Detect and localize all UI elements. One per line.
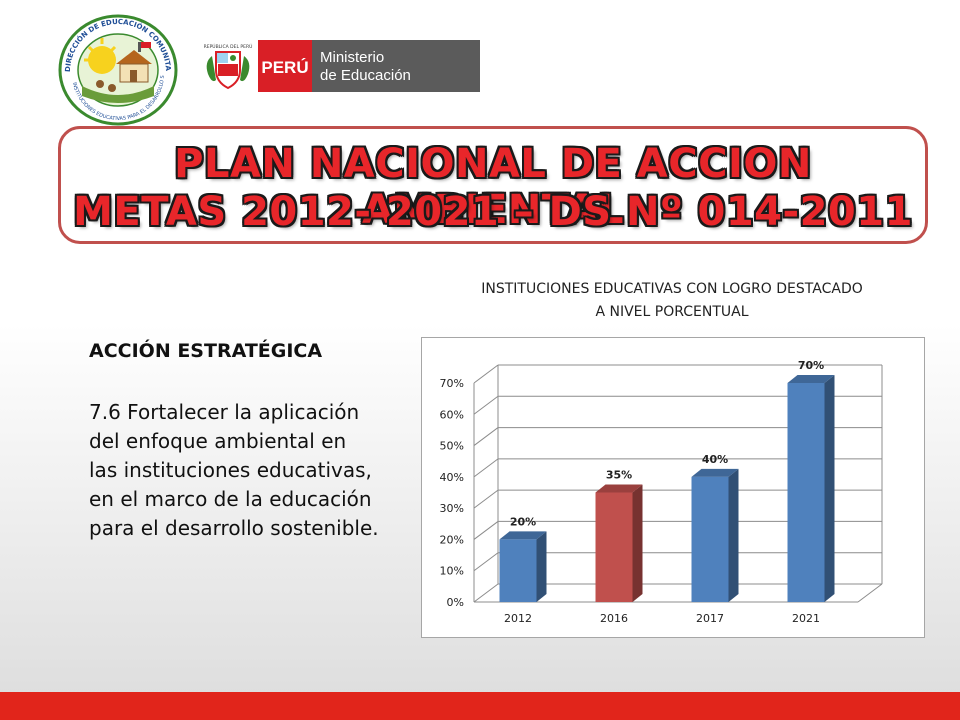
- community-environmental-education-seal-icon: DIRECCIÓN DE EDUCACIÓN COMUNITARIA Y AMB…: [52, 6, 178, 126]
- gridline-diagonal: [473, 395, 499, 415]
- y-tick-label: 70%: [440, 377, 464, 390]
- gridline-diagonal: [473, 364, 499, 384]
- gridline-diagonal: [473, 521, 499, 540]
- data-label: 20%: [510, 515, 536, 528]
- gridline-diagonal: [473, 583, 499, 603]
- x-tick-label: 2017: [696, 612, 724, 625]
- footer-bar: [0, 692, 960, 720]
- community-education-seal-logo: DIRECCIÓN DE EDUCACIÓN COMUNITARIA Y AMB…: [52, 6, 180, 126]
- data-label: 35%: [606, 469, 632, 482]
- y-tick-label: 10%: [440, 565, 464, 578]
- bar-chart-frame: 0% 10% 20% 30% 40% 50% 60% 70% 20% 2012 35% 2016 40%…: [421, 337, 925, 638]
- floor-edge: [857, 583, 883, 603]
- gridline-diagonal: [473, 458, 499, 478]
- chart-title: INSTITUCIONES EDUCATIVAS CON LOGRO DESTA…: [420, 278, 924, 324]
- bar: [787, 383, 825, 602]
- y-tick-label: 30%: [440, 502, 464, 515]
- bar: [499, 539, 537, 602]
- y-tick-label: 40%: [440, 471, 464, 484]
- bar-side: [632, 484, 643, 602]
- bar-side: [824, 375, 835, 602]
- data-label: 70%: [798, 359, 824, 372]
- title-banner: PLAN NACIONAL DE ACCION AMBIENTAL METAS …: [58, 126, 928, 244]
- bar-top: [691, 468, 739, 477]
- gridline-diagonal: [473, 489, 499, 509]
- bar-top: [787, 375, 835, 383]
- title-line-2: METAS 2012- 2021 – DS Nº 014-2011: [73, 189, 913, 235]
- peru-coat-of-arms-icon: REPÚBLICA DEL PERÚ: [204, 43, 253, 90]
- bar-side: [728, 468, 739, 602]
- country-name: PERÚ: [261, 58, 308, 77]
- title-line-1: PLAN NACIONAL DE ACCION AMBIENTAL: [174, 141, 812, 233]
- chart-title-line-2: A NIVEL PORCENTUAL: [595, 304, 749, 320]
- section-heading: ACCIÓN ESTRATÉGICA: [89, 340, 323, 362]
- ministry-name-line2: de Educación: [320, 67, 411, 84]
- x-tick-label: 2021: [792, 612, 820, 625]
- ministry-of-education-logo: REPÚBLICA DEL PERÚ PERÚ Ministerio de Ed…: [200, 40, 480, 92]
- bar: [595, 492, 633, 602]
- x-tick-label: 2012: [504, 612, 532, 625]
- bar-side: [536, 531, 547, 602]
- chart-title-line-1: INSTITUCIONES EDUCATIVAS CON LOGRO DESTA…: [481, 281, 863, 297]
- gridline-diagonal: [473, 552, 499, 572]
- data-label: 40%: [702, 453, 728, 466]
- bar-top: [595, 484, 643, 493]
- x-tick-label: 2016: [600, 612, 628, 625]
- y-tick-label: 20%: [440, 533, 464, 546]
- bar-chart: 0% 10% 20% 30% 40% 50% 60% 70% 20% 2012 35% 2016 40%…: [440, 359, 883, 625]
- y-tick-label: 60%: [440, 408, 464, 421]
- y-tick-label: 50%: [440, 440, 464, 453]
- y-tick-label: 0%: [447, 596, 464, 609]
- bar-top: [499, 531, 547, 540]
- ministry-name-line1: Ministerio: [320, 49, 384, 66]
- gridline-diagonal: [473, 427, 499, 446]
- section-body-text: 7.6 Fortalecer la aplicación del enfoque…: [89, 400, 379, 540]
- bar: [691, 476, 729, 602]
- shield-caption: REPÚBLICA DEL PERÚ: [204, 43, 253, 50]
